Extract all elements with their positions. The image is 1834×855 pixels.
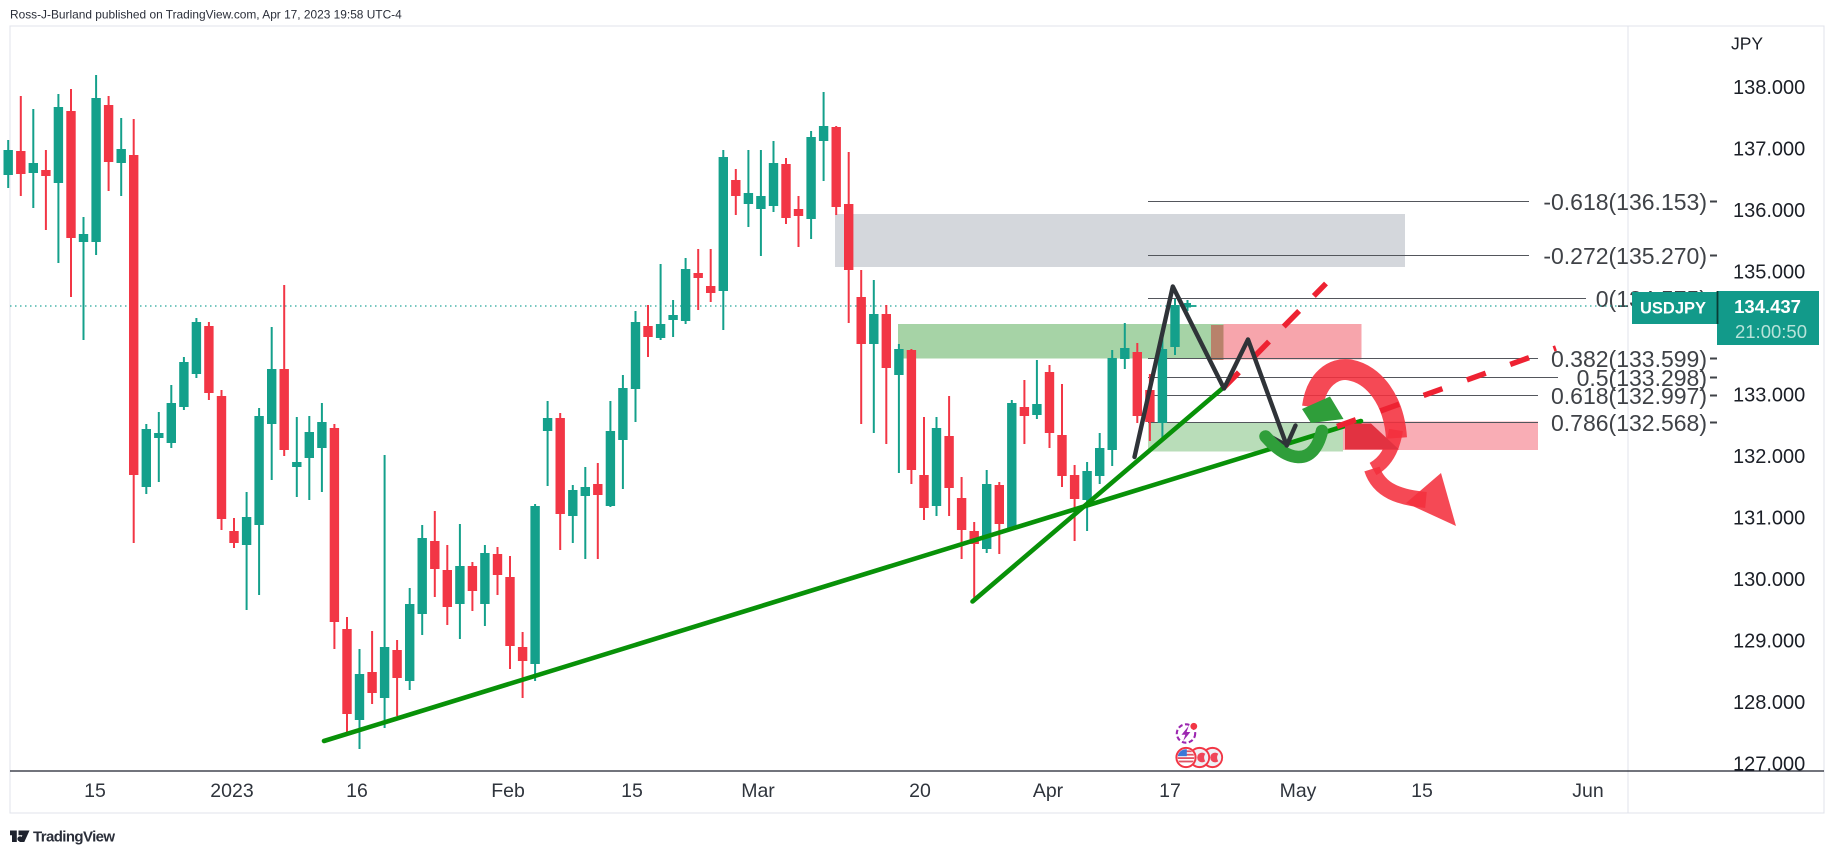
svg-text:Mar: Mar [741, 780, 775, 802]
svg-text:15: 15 [621, 780, 643, 802]
svg-text:20: 20 [909, 780, 931, 802]
svg-text:USDJPY: USDJPY [1640, 300, 1706, 318]
svg-text:127.000: 127.000 [1733, 754, 1805, 776]
svg-text:15: 15 [1411, 780, 1433, 802]
svg-text:-0.618(136.153): -0.618(136.153) [1543, 189, 1707, 215]
svg-text:Ross-J-Burland published on Tr: Ross-J-Burland published on TradingView.… [10, 8, 402, 22]
svg-text:136.000: 136.000 [1733, 200, 1805, 222]
svg-text:16: 16 [346, 780, 368, 802]
svg-text:137.000: 137.000 [1733, 139, 1805, 161]
svg-text:Apr: Apr [1033, 780, 1064, 802]
svg-text:Jun: Jun [1572, 780, 1603, 802]
svg-text:21:00:50: 21:00:50 [1735, 321, 1807, 342]
svg-text:2023: 2023 [210, 780, 253, 802]
svg-text:JPY: JPY [1731, 34, 1763, 54]
svg-text:135.000: 135.000 [1733, 262, 1805, 284]
svg-text:131.000: 131.000 [1733, 508, 1805, 530]
svg-text:0.618(132.997): 0.618(132.997) [1551, 383, 1707, 409]
svg-text:133.000: 133.000 [1733, 385, 1805, 407]
svg-text:0.5(133.298): 0.5(133.298) [1577, 365, 1707, 391]
svg-text:134.437: 134.437 [1734, 296, 1801, 317]
svg-text:Feb: Feb [491, 780, 525, 802]
svg-text:138.000: 138.000 [1733, 77, 1805, 99]
svg-text:0.786(132.568): 0.786(132.568) [1551, 410, 1707, 436]
svg-text:TradingView: TradingView [33, 829, 115, 846]
svg-text:0.382(133.599): 0.382(133.599) [1551, 346, 1707, 372]
svg-text:-0.272(135.270): -0.272(135.270) [1543, 243, 1707, 269]
svg-text:132.000: 132.000 [1733, 446, 1805, 468]
svg-text:15: 15 [84, 780, 106, 802]
svg-text:130.000: 130.000 [1733, 569, 1805, 591]
svg-text:17: 17 [1159, 780, 1181, 802]
svg-text:129.000: 129.000 [1733, 631, 1805, 653]
svg-text:128.000: 128.000 [1733, 692, 1805, 714]
svg-text:May: May [1280, 780, 1317, 802]
